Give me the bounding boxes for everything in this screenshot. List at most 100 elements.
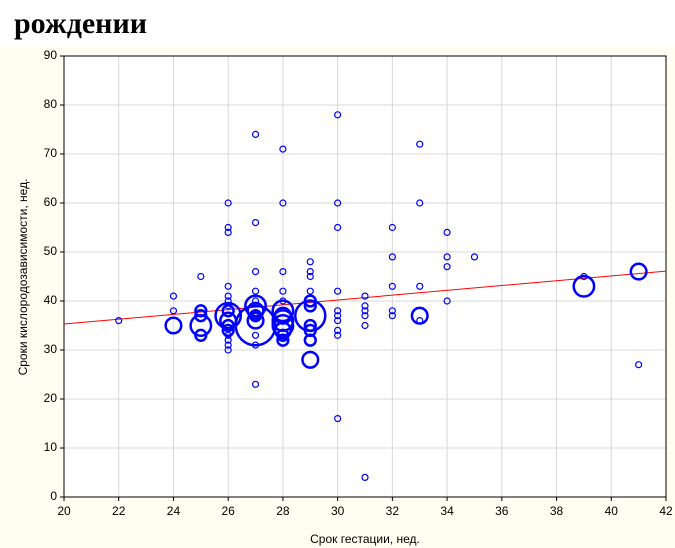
bubble (115, 317, 123, 325)
bubble (251, 268, 260, 276)
bubble (470, 253, 479, 261)
bubble (334, 223, 342, 232)
x-axis-label: Срок гестации, нед. (310, 532, 420, 546)
bubble (416, 317, 424, 325)
trend-line (63, 270, 667, 325)
bubble (279, 145, 287, 153)
bubble (197, 272, 205, 281)
y-tick-label: 80 (44, 97, 58, 111)
bubble (273, 321, 292, 340)
bubble (224, 228, 232, 236)
y-tick-label: 70 (44, 146, 58, 160)
plot-frame (63, 55, 667, 498)
chart-title: рождении (14, 7, 147, 40)
bubble (334, 111, 342, 119)
y-tick-label: 20 (44, 391, 58, 405)
y-tick-label: 50 (44, 244, 58, 258)
bubble (194, 328, 208, 342)
bubble (246, 301, 265, 320)
bubble (224, 223, 232, 232)
x-tick-label: 24 (167, 504, 181, 518)
bubble (635, 361, 643, 369)
bubble (306, 268, 314, 276)
bubble (334, 287, 342, 295)
bubble (361, 292, 369, 300)
bubble (334, 415, 342, 423)
bubble (301, 350, 320, 369)
bubble (629, 262, 648, 281)
bubble (251, 287, 260, 295)
y-axis-label: Сроки кислородозависимости, нед. (16, 179, 30, 376)
bubble (303, 318, 317, 333)
bubble (224, 292, 232, 300)
bubble (251, 219, 260, 227)
bubble (443, 253, 451, 261)
bubble (361, 302, 369, 310)
bubble (251, 130, 260, 138)
y-tick-label: 0 (50, 489, 57, 503)
y-tick-label: 10 (44, 440, 58, 454)
bubble (443, 228, 451, 236)
bubble (169, 292, 178, 300)
bubble (224, 336, 232, 344)
bubble (244, 294, 267, 318)
bubble (334, 307, 342, 315)
bubble (388, 282, 396, 290)
bubble (334, 317, 342, 325)
bubble (388, 307, 396, 315)
bubble (224, 282, 232, 290)
bubble (361, 473, 369, 481)
bubble (361, 312, 369, 320)
bubble (251, 380, 260, 388)
x-tick-label: 28 (276, 504, 290, 518)
bubble (303, 333, 317, 347)
bubble (224, 199, 232, 207)
bubble (221, 323, 235, 338)
bubble (251, 331, 260, 339)
y-tick-label: 90 (44, 48, 58, 62)
bubble (279, 199, 287, 207)
bubble (572, 274, 596, 298)
bubble (306, 258, 314, 266)
bubble (224, 331, 232, 339)
bubble (334, 331, 342, 339)
bubble (164, 316, 183, 335)
bubble (361, 307, 369, 315)
y-tick-label: 30 (44, 342, 58, 356)
x-tick-label: 26 (222, 504, 236, 518)
bubble (306, 272, 314, 281)
bubble (388, 223, 396, 232)
bubble (221, 318, 235, 333)
bubble (276, 328, 290, 342)
bubble (388, 312, 396, 320)
x-tick-label: 32 (386, 504, 400, 518)
bubble (276, 333, 290, 347)
bubble (388, 253, 396, 261)
x-tick-label: 22 (112, 504, 126, 518)
bubble (279, 287, 287, 295)
bubble (251, 341, 260, 349)
x-tick-label: 42 (659, 504, 673, 518)
bubble (443, 297, 451, 305)
bubble (271, 299, 295, 323)
bubble (224, 341, 232, 349)
bubble (443, 263, 451, 271)
bubble (224, 346, 232, 354)
y-tick-label: 60 (44, 195, 58, 209)
bubble (169, 307, 178, 315)
x-tick-label: 40 (605, 504, 619, 518)
plot-area (63, 55, 667, 498)
bubble (306, 287, 314, 295)
bubble (416, 282, 424, 290)
bubble (246, 311, 265, 330)
bubble (279, 268, 287, 276)
bubble (189, 314, 213, 337)
bubble (221, 304, 235, 318)
x-tick-label: 34 (440, 504, 454, 518)
y-tick-label: 40 (44, 293, 58, 307)
bubble (334, 312, 342, 320)
x-tick-label: 30 (331, 504, 345, 518)
x-tick-label: 20 (57, 504, 71, 518)
bubble (361, 321, 369, 330)
